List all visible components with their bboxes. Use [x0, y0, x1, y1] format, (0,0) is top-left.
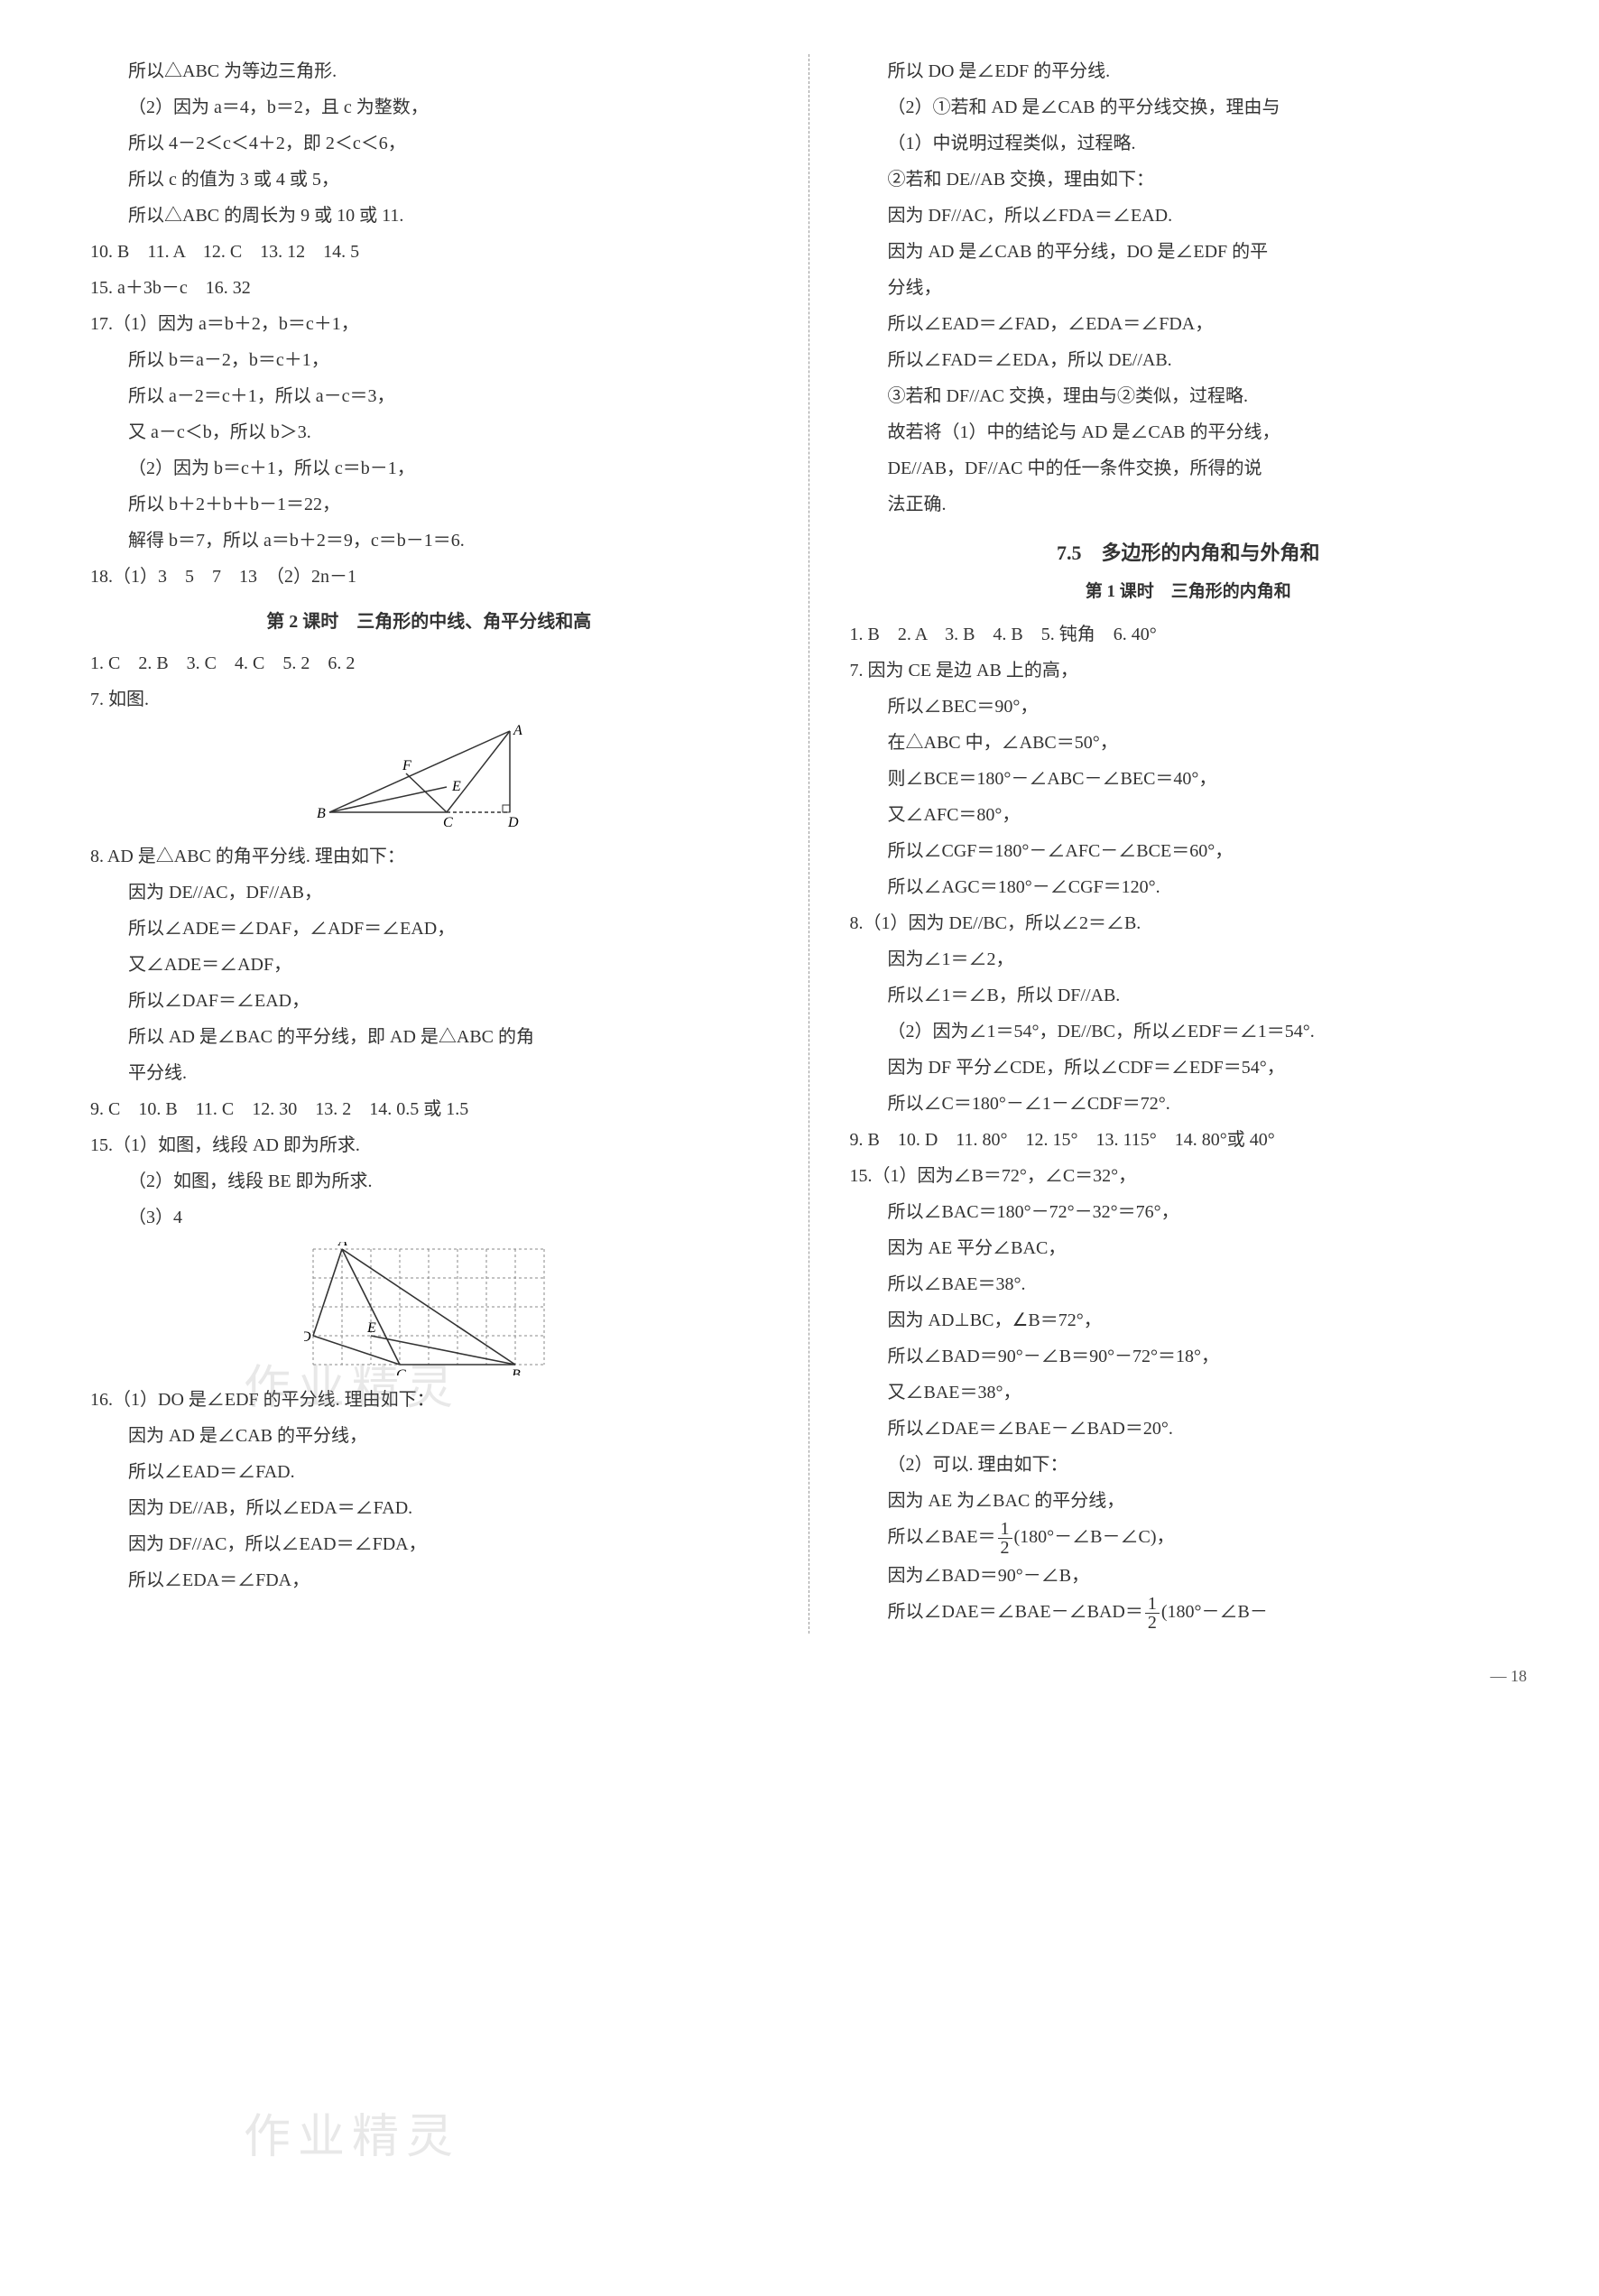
text-line: （2）因为 a＝4，b＝2，且 c 为整数， [90, 90, 768, 125]
text-line: ③若和 DF//AC 交换，理由与②类似，过程略. [850, 379, 1528, 413]
text-line: 9. C 10. B 11. C 12. 30 13. 2 14. 0.5 或 … [90, 1092, 768, 1126]
text-line: 又∠BAE＝38°， [850, 1375, 1528, 1410]
text-line: 因为 AE 平分∠BAC， [850, 1231, 1528, 1265]
text-line: 所以∠BAC＝180°－72°－32°＝76°， [850, 1195, 1528, 1229]
text-line: 因为 AD 是∠CAB 的平分线， [90, 1419, 768, 1453]
text-line: 7. 因为 CE 是边 AB 上的高， [850, 653, 1528, 688]
text-line: 所以∠EAD＝∠FAD，∠EDA＝∠FDA， [850, 307, 1528, 341]
text-line: 因为∠1＝∠2， [850, 942, 1528, 977]
svg-text:B: B [317, 806, 326, 821]
svg-text:D: D [304, 1329, 311, 1345]
text-line: 所以 DO 是∠EDF 的平分线. [850, 54, 1528, 88]
text-line: 又 a－c＜b，所以 b＞3. [90, 415, 768, 449]
text-line: 7. 如图. [90, 682, 768, 717]
svg-text:D: D [507, 815, 519, 830]
svg-text:A: A [337, 1242, 347, 1249]
text-line: 所以 a－2＝c＋1，所以 a－c＝3， [90, 379, 768, 413]
svg-text:B: B [512, 1367, 521, 1375]
watermark: 作业精灵 [244, 2094, 460, 2183]
text-line: 所以∠DAE＝∠BAE－∠BAD＝20°. [850, 1412, 1528, 1446]
svg-text:A: A [513, 724, 522, 738]
text-line: 17.（1）因为 a＝b＋2，b＝c＋1， [90, 307, 768, 341]
text-line-fraction: 所以∠BAE＝12(180°－∠B－∠C)， [850, 1520, 1528, 1557]
text-line: 所以∠BAD＝90°－∠B＝90°－72°＝18°， [850, 1339, 1528, 1374]
svg-text:C: C [396, 1367, 406, 1375]
text-line: 所以∠DAF＝∠EAD， [90, 984, 768, 1018]
text-line: 法正确. [850, 487, 1528, 522]
text-line: 因为 DE//AB，所以∠EDA＝∠FAD. [90, 1491, 768, 1525]
triangle-diagram: A B C D E F [311, 724, 546, 832]
text-line: 因为 AE 为∠BAC 的平分线， [850, 1484, 1528, 1518]
text-line: （2）因为 b＝c＋1，所以 c＝b－1， [90, 451, 768, 486]
text-line: 15.（1）如图，线段 AD 即为所求. [90, 1128, 768, 1162]
page-number: — 18 [90, 1661, 1527, 1691]
text-line: 因为 DE//AC，DF//AB， [90, 875, 768, 910]
text-line: 所以∠AGC＝180°－∠CGF＝120°. [850, 870, 1528, 904]
text-line: 8. AD 是△ABC 的角平分线. 理由如下： [90, 839, 768, 874]
text-line: 则∠BCE＝180°－∠ABC－∠BEC＝40°， [850, 762, 1528, 796]
text-line: 所以 AD 是∠BAC 的平分线，即 AD 是△ABC 的角 [90, 1020, 768, 1054]
left-column: 所以△ABC 为等边三角形.（2）因为 a＝4，b＝2，且 c 为整数，所以 4… [90, 54, 768, 1634]
text-line: 所以 4－2＜c＜4＋2，即 2＜c＜6， [90, 126, 768, 161]
svg-text:E: E [451, 779, 461, 794]
text-line: 所以∠1＝∠B，所以 DF//AB. [850, 978, 1528, 1013]
svg-text:E: E [366, 1320, 376, 1336]
text-line: 15.（1）因为∠B＝72°，∠C＝32°， [850, 1159, 1528, 1193]
text-line: （3）4 [90, 1200, 768, 1235]
text-line: 所以∠BAE＝38°. [850, 1267, 1528, 1301]
text-line: 又∠ADE＝∠ADF， [90, 948, 768, 982]
text-line: 所以∠FAD＝∠EDA，所以 DE//AB. [850, 343, 1528, 377]
text-line: DE//AB，DF//AC 中的任一条件交换，所得的说 [850, 451, 1528, 486]
text-line: 故若将（1）中的结论与 AD 是∠CAB 的平分线， [850, 415, 1528, 449]
text-line: 所以 b＝a－2，b＝c＋1， [90, 343, 768, 377]
text-line: 因为 AD⊥BC，∠B＝72°， [850, 1303, 1528, 1338]
text-line: 所以∠EAD＝∠FAD. [90, 1455, 768, 1489]
text-line: 因为 DF//AC，所以∠FDA＝∠EAD. [850, 199, 1528, 233]
text-line: 平分线. [90, 1056, 768, 1090]
text-line: 因为 AD 是∠CAB 的平分线，DO 是∠EDF 的平 [850, 235, 1528, 269]
svg-text:C: C [443, 815, 453, 830]
text-line: 因为 DF//AC，所以∠EAD＝∠FDA， [90, 1527, 768, 1561]
svg-text:F: F [402, 758, 411, 773]
text-line: （2）如图，线段 BE 即为所求. [90, 1164, 768, 1199]
text-line: 8.（1）因为 DE//BC，所以∠2＝∠B. [850, 906, 1528, 940]
section-title-lesson2: 第 2 课时 三角形的中线、角平分线和高 [90, 605, 768, 639]
page-container: 所以△ABC 为等边三角形.（2）因为 a＝4，b＝2，且 c 为整数，所以 4… [90, 54, 1527, 1691]
text-line: 因为∠BAD＝90°－∠B， [850, 1559, 1528, 1593]
text-line: 所以∠EDA＝∠FDA， [90, 1563, 768, 1597]
two-column-layout: 所以△ABC 为等边三角形.（2）因为 a＝4，b＝2，且 c 为整数，所以 4… [90, 54, 1527, 1634]
right-column: 所以 DO 是∠EDF 的平分线.（2）①若和 AD 是∠CAB 的平分线交换，… [850, 54, 1528, 1634]
grid-diagram: A D C B E [304, 1242, 553, 1375]
text-line: 又∠AFC＝80°， [850, 798, 1528, 832]
text-line: 1. B 2. A 3. B 4. B 5. 钝角 6. 40° [850, 617, 1528, 652]
text-line: 所以△ABC 的周长为 9 或 10 或 11. [90, 199, 768, 233]
text-line: 9. B 10. D 11. 80° 12. 15° 13. 115° 14. … [850, 1123, 1528, 1157]
text-line: 所以 c 的值为 3 或 4 或 5， [90, 162, 768, 197]
text-line: 所以∠ADE＝∠DAF，∠ADF＝∠EAD， [90, 912, 768, 946]
text-line: 15. a＋3b－c 16. 32 [90, 271, 768, 305]
text-line-fraction: 所以∠DAE＝∠BAE－∠BAD＝12(180°－∠B－ [850, 1595, 1528, 1632]
text-line: （2）因为∠1＝54°，DE//BC，所以∠EDF＝∠1＝54°. [850, 1014, 1528, 1049]
text-line: 10. B 11. A 12. C 13. 12 14. 5 [90, 235, 768, 269]
text-line: 所以△ABC 为等边三角形. [90, 54, 768, 88]
text-line: 所以∠BEC＝90°， [850, 690, 1528, 724]
text-line: 解得 b＝7，所以 a＝b＋2＝9，c＝b－1＝6. [90, 523, 768, 558]
text-line: 所以∠C＝180°－∠1－∠CDF＝72°. [850, 1087, 1528, 1121]
text-line: （2）可以. 理由如下： [850, 1448, 1528, 1482]
text-line: 16.（1）DO 是∠EDF 的平分线. 理由如下： [90, 1383, 768, 1417]
section-title-7-5: 7.5 多边形的内角和与外角和 [850, 534, 1528, 572]
text-line: 所以 b＋2＋b＋b－1＝22， [90, 487, 768, 522]
text-line: ②若和 DE//AB 交换，理由如下： [850, 162, 1528, 197]
text-line: 因为 DF 平分∠CDE，所以∠CDF＝∠EDF＝54°， [850, 1051, 1528, 1085]
section-subtitle-lesson1: 第 1 课时 三角形的内角和 [850, 576, 1528, 608]
text-line: 1. C 2. B 3. C 4. C 5. 2 6. 2 [90, 646, 768, 680]
text-line: （2）①若和 AD 是∠CAB 的平分线交换，理由与 [850, 90, 1528, 125]
text-line: 分线， [850, 271, 1528, 305]
text-line: 所以∠CGF＝180°－∠AFC－∠BCE＝60°， [850, 834, 1528, 868]
text-line: 在△ABC 中，∠ABC＝50°， [850, 726, 1528, 760]
text-line: 18.（1）3 5 7 13 （2）2n－1 [90, 560, 768, 594]
text-line: （1）中说明过程类似，过程略. [850, 126, 1528, 161]
